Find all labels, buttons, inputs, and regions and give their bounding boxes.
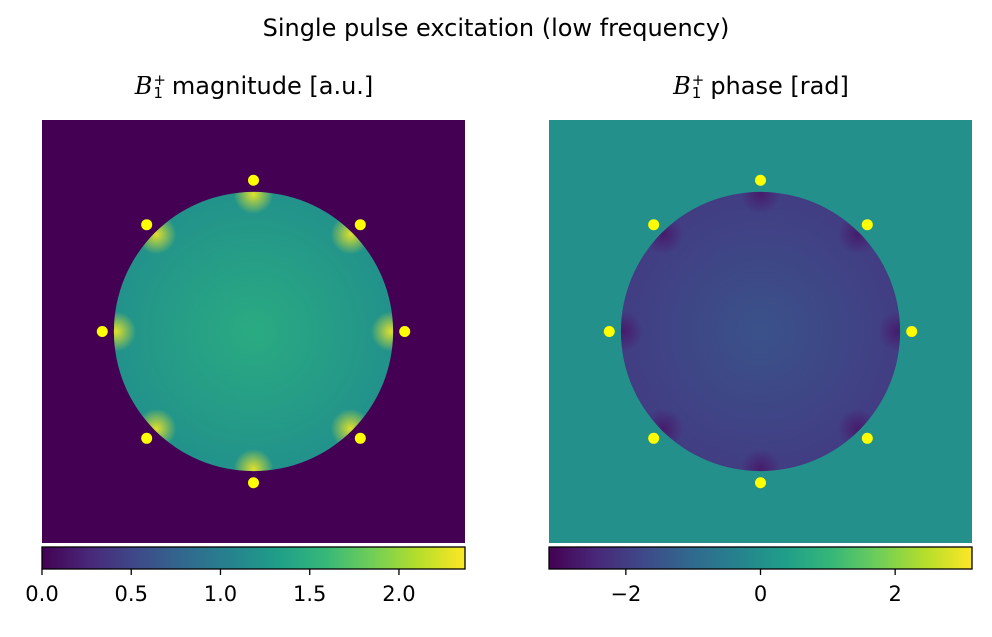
phase-coil-marker [861, 219, 873, 231]
phase-phantom [620, 191, 901, 472]
magnitude-coil-marker [141, 432, 153, 444]
phase-coil-marker [648, 219, 660, 231]
magnitude-colorbar-tick-label: 1.5 [293, 582, 326, 606]
phase-colorbar-tick-label: 0 [754, 582, 767, 606]
figure-suptitle: Single pulse excitation (low frequency) [262, 14, 730, 42]
magnitude-coil-marker [354, 219, 366, 231]
phase-colorbar-tick-label: −2 [610, 582, 641, 606]
phase-panel-title: B +1 phase [rad] [549, 71, 973, 102]
magnitude-coil-marker [248, 477, 259, 489]
magnitude-hotspot [370, 311, 394, 352]
phase-coil-marker [755, 477, 766, 489]
magnitude-heatmap [42, 120, 465, 543]
magnitude-title-symbol: B [134, 72, 153, 100]
phase-hotspot [740, 448, 781, 472]
phase-coil-marker [648, 432, 660, 444]
phase-hotspot [620, 311, 644, 352]
magnitude-colorbar-tick-label: 1.0 [204, 582, 237, 606]
phase-colorbar-tick-label: 2 [888, 582, 901, 606]
magnitude-colorbar-tick-label: 2.0 [382, 582, 415, 606]
phase-title-sup: + [691, 71, 705, 89]
magnitude-coil-marker [96, 326, 108, 337]
phase-hotspot [877, 311, 901, 352]
magnitude-colorbar-tick-label: 0.0 [25, 582, 58, 606]
magnitude-title-sup: + [153, 71, 166, 89]
phase-title-sub: 1 [691, 84, 702, 102]
phase-colorbar-bar [548, 546, 973, 570]
magnitude-colorbar-tick-label: 0.5 [115, 582, 148, 606]
phase-title-symbol: B [673, 72, 691, 100]
magnitude-hotspot [113, 311, 137, 352]
magnitude-panel-title: B +1 magnitude [a.u.] [42, 71, 466, 102]
phase-coil-marker [906, 326, 918, 337]
magnitude-title-sub: 1 [153, 84, 163, 102]
magnitude-title-text: magnitude [a.u.] [171, 72, 374, 100]
magnitude-colorbar: 0.0 0.5 1.0 1.5 2.0 [25, 546, 466, 606]
phase-coil-marker [603, 326, 615, 337]
phase-title-text: phase [rad] [710, 72, 849, 100]
phase-colorbar: −2 0 2 [548, 546, 973, 606]
magnitude-coil-marker [354, 432, 366, 444]
magnitude-hotspot [233, 448, 274, 472]
magnitude-coil-marker [141, 219, 153, 231]
magnitude-phantom [113, 191, 394, 472]
phase-heatmap [549, 120, 972, 543]
magnitude-coil-marker [399, 326, 411, 337]
phase-hotspot [740, 191, 781, 215]
magnitude-coil-marker [248, 174, 259, 186]
magnitude-hotspot [233, 191, 274, 215]
magnitude-colorbar-bar [41, 546, 466, 570]
phase-coil-marker [755, 174, 766, 186]
phase-coil-marker [861, 432, 873, 444]
